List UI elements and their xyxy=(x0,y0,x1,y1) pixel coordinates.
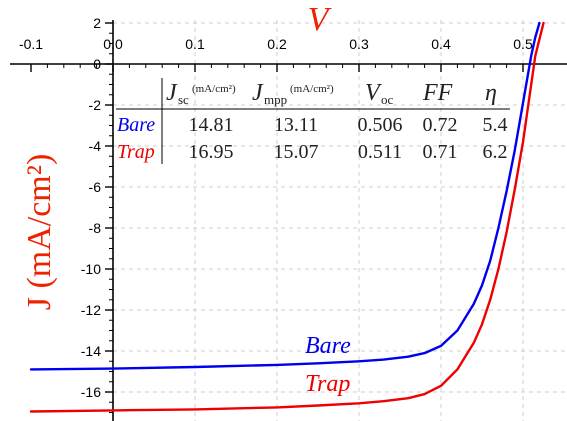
x-tick-label: 0.3 xyxy=(349,36,369,52)
curve-label-bare: Bare xyxy=(305,333,351,359)
curve-label-trap: Trap xyxy=(305,371,350,397)
table-row-label-bare: Bare xyxy=(117,114,155,136)
series-line-bare xyxy=(29,21,541,371)
y-tick-label: -4 xyxy=(89,138,102,154)
table-header-voc: V xyxy=(365,80,382,106)
table-cell-trap-ff: 0.71 xyxy=(423,141,458,163)
table-cell-trap-jsc: 16.95 xyxy=(189,141,234,163)
table-row-label-trap: Trap xyxy=(117,141,155,163)
table-cell-bare-jmpp: 13.11 xyxy=(274,114,318,136)
x-tick-label: 0.1 xyxy=(185,36,205,52)
series-line-trap xyxy=(29,21,545,413)
y-tick-label: -8 xyxy=(89,220,102,236)
table-header-jsc-unit: (mA/cm²) xyxy=(192,83,236,95)
y-tick-label: -6 xyxy=(89,179,102,195)
grid xyxy=(113,20,567,421)
table-cell-bare-voc: 0.506 xyxy=(358,114,403,136)
table-header-jsc-sub: sc xyxy=(178,92,189,107)
table-header-ff: FF xyxy=(422,80,453,106)
series-curves xyxy=(29,21,545,413)
table-header-jmpp-unit: (mA/cm²) xyxy=(290,83,334,95)
y-tick-label: -14 xyxy=(81,343,101,359)
x-tick-label: 0.0 xyxy=(103,36,123,52)
y-tick-label: -2 xyxy=(89,97,102,113)
table-header-jmpp-sub: mpp xyxy=(264,92,287,107)
table-header-jsc: J xyxy=(166,80,178,106)
y-tick-label: -12 xyxy=(81,302,101,318)
y-axis-title: J (mA/cm²) xyxy=(21,154,58,311)
table-header-eta: η xyxy=(485,80,497,106)
x-tick-label: 0.4 xyxy=(431,36,451,52)
table-cell-trap-eta: 6.2 xyxy=(483,141,508,163)
table-header-voc-sub: oc xyxy=(381,92,394,107)
table-cell-trap-voc: 0.511 xyxy=(358,141,402,163)
x-tick-label: 0.5 xyxy=(513,36,533,52)
x-axis-title: V xyxy=(308,1,333,38)
y-tick-label: 0 xyxy=(93,56,101,72)
y-tick-label: -16 xyxy=(81,384,101,400)
parameter-table: J sc (mA/cm²) J mpp (mA/cm²) V oc FF η B… xyxy=(116,78,510,164)
table-cell-bare-eta: 5.4 xyxy=(483,114,508,136)
table-header-jmpp: J xyxy=(252,80,264,106)
x-tick-label: 0.2 xyxy=(267,36,287,52)
y-tick-label: 2 xyxy=(93,15,101,31)
table-cell-bare-ff: 0.72 xyxy=(423,114,458,136)
ticks: -0.1 0.0 0.1 0.2 0.3 0.4 0.5 2 0 -2 -4 -6 -8 -10 -12 -1… xyxy=(19,15,533,413)
x-tick-label: -0.1 xyxy=(19,36,43,52)
y-tick-label: -10 xyxy=(81,261,101,277)
table-cell-bare-jsc: 14.81 xyxy=(189,114,234,136)
table-cell-trap-jmpp: 15.07 xyxy=(274,141,319,163)
